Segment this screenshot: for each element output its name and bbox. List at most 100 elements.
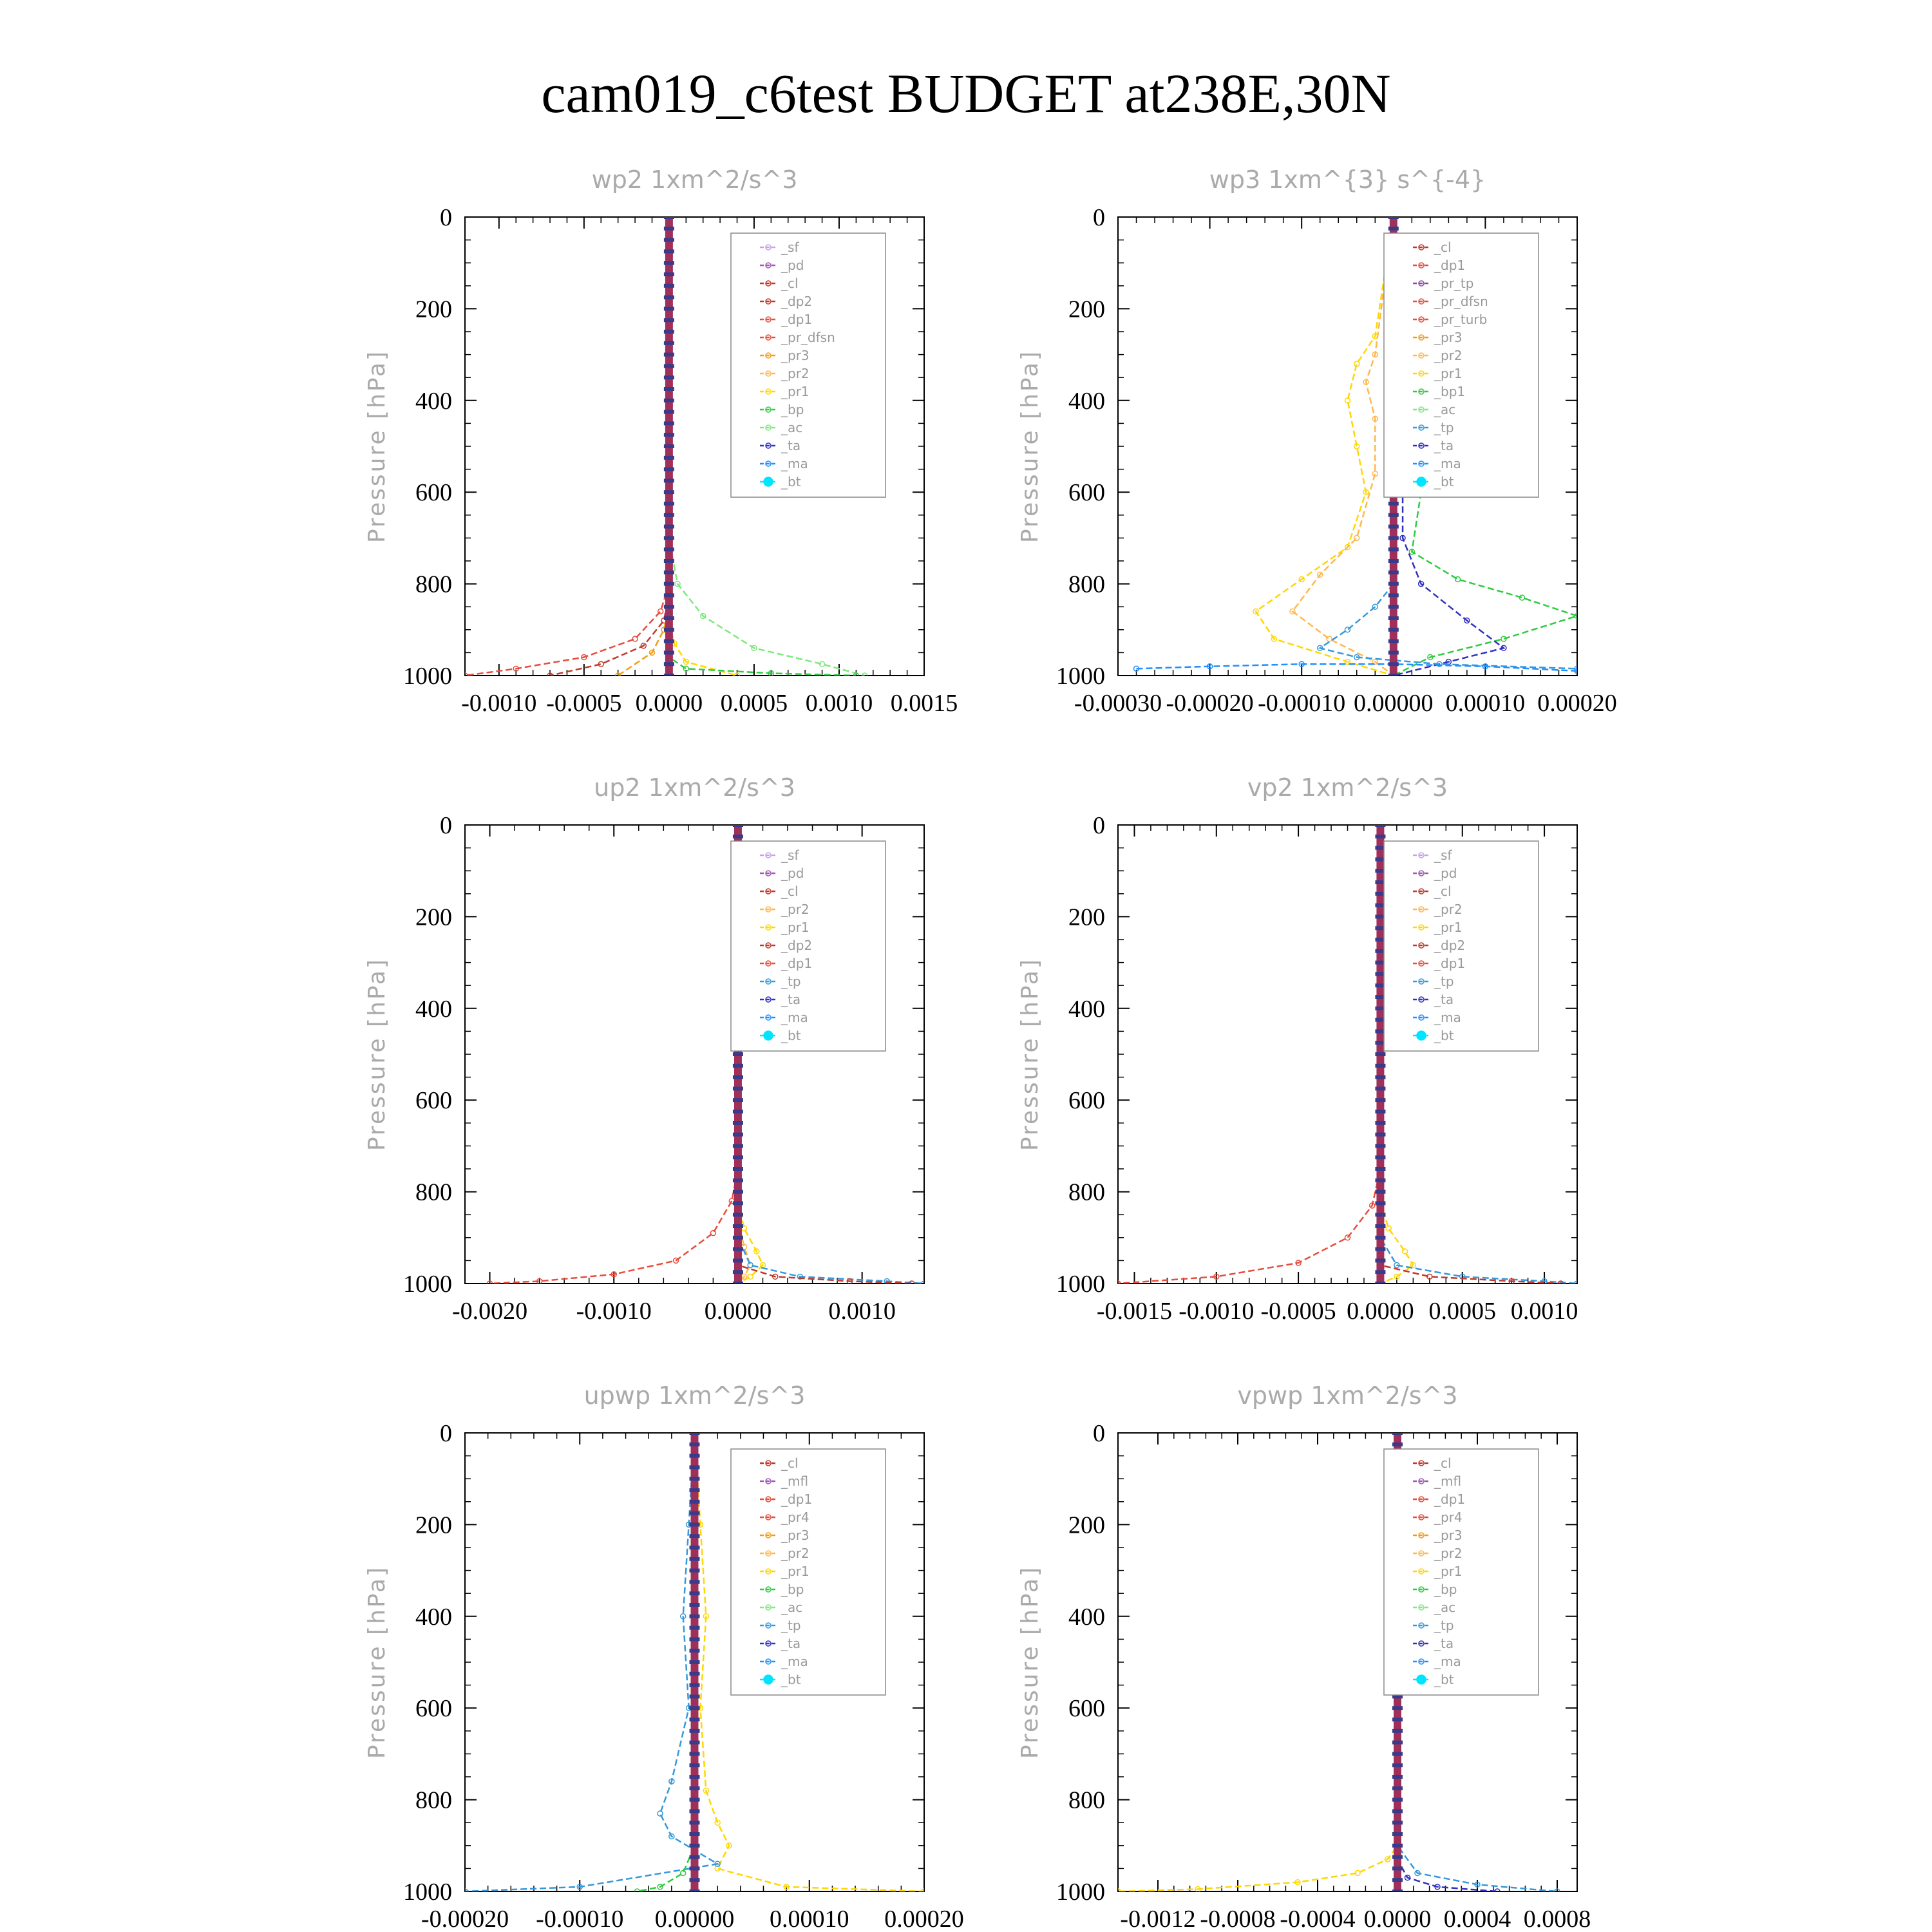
data-point <box>703 1787 710 1794</box>
zero-marker <box>1392 1889 1403 1891</box>
series-line-dp2 <box>549 217 670 676</box>
zero-marker <box>663 627 674 632</box>
legend-label: _dp2 <box>781 294 812 309</box>
panel-title: upwp 1xm^2/s^3 <box>584 1381 806 1410</box>
zero-marker <box>1392 1866 1403 1871</box>
x-tick-label: -0.0004 <box>1280 1906 1355 1932</box>
x-tick-label: -0.0015 <box>1097 1298 1172 1325</box>
x-tick-label: -0.00030 <box>1074 690 1162 717</box>
data-point <box>1464 617 1470 624</box>
data-point <box>1354 443 1360 450</box>
legend-marker <box>765 1604 772 1611</box>
zero-marker <box>1375 1086 1386 1091</box>
legend-label: _pr3 <box>781 348 810 363</box>
zero-marker <box>663 295 674 299</box>
data-point <box>536 1278 543 1283</box>
zero-marker <box>732 825 743 827</box>
legend-label: _pr_dfsn <box>1434 294 1488 309</box>
series-line-pr1 <box>1118 1433 1399 1891</box>
legend-marker <box>763 1030 773 1041</box>
data-point <box>634 1888 641 1891</box>
data-point <box>714 1865 721 1872</box>
legend-label: _pr3 <box>1434 330 1463 345</box>
zero-marker <box>689 1442 700 1446</box>
zero-marker <box>1388 502 1399 506</box>
x-tick-label: -0.00010 <box>1258 690 1345 717</box>
zero-marker <box>732 1167 743 1171</box>
legend-box <box>1383 232 1539 498</box>
y-tick-label: 600 <box>1068 479 1105 506</box>
zero-marker <box>663 490 674 495</box>
zero-marker <box>1392 1694 1403 1699</box>
legend-marker <box>1418 1568 1425 1575</box>
legend-marker <box>1418 442 1425 449</box>
legend-marker <box>1418 1658 1425 1665</box>
legend-marker <box>765 906 772 913</box>
y-tick-label: 1000 <box>403 1879 452 1906</box>
data-point <box>1344 627 1351 633</box>
legend-marker <box>765 1514 772 1520</box>
data-point <box>1474 1881 1481 1888</box>
zero-marker <box>732 1258 743 1263</box>
zero-marker <box>1375 1063 1386 1068</box>
zero-marker <box>663 513 674 517</box>
legend-marker <box>765 1014 772 1021</box>
legend-marker <box>1418 334 1425 341</box>
y-tick-label: 0 <box>1093 1420 1105 1447</box>
data-point <box>672 1257 679 1264</box>
data-point <box>1298 661 1305 667</box>
y-tick-label: 400 <box>415 1604 452 1631</box>
legend-label: _cl <box>1434 884 1452 899</box>
zero-marker <box>663 352 674 357</box>
zero-marker <box>1388 674 1399 676</box>
data-point <box>1417 580 1425 587</box>
zero-marker <box>1375 995 1386 999</box>
legend-label: _sf <box>781 240 799 255</box>
data-point <box>581 654 587 661</box>
zero-marker <box>1375 1235 1386 1240</box>
legend-marker <box>1418 1586 1425 1593</box>
zero-marker <box>663 524 674 529</box>
legend-label: _pr4 <box>781 1510 810 1525</box>
legend-label: _ta <box>781 992 800 1007</box>
zero-marker <box>1375 891 1386 896</box>
zero-marker <box>1392 1832 1403 1836</box>
legend-label: _pd <box>1434 866 1457 881</box>
data-point <box>1326 636 1332 642</box>
legend-marker <box>1418 1478 1425 1484</box>
data-point <box>679 1613 687 1620</box>
zero-marker <box>663 570 674 574</box>
zero-marker <box>689 1706 700 1710</box>
panel-title: up2 1xm^2/s^3 <box>594 773 795 802</box>
data-point <box>1368 1202 1376 1209</box>
zero-marker <box>1375 1189 1386 1194</box>
legend-label: _ta <box>1434 992 1454 1007</box>
zero-marker <box>1392 1433 1403 1435</box>
legend-label: _bt <box>781 1028 801 1043</box>
legend-label: _ma <box>1434 456 1461 471</box>
x-tick-label: 0.00010 <box>770 1906 849 1932</box>
legend-marker <box>1418 1604 1425 1611</box>
zero-marker <box>732 834 743 838</box>
legend-box <box>730 232 886 498</box>
zero-marker <box>689 1625 700 1630</box>
legend-label: _pr2 <box>781 1546 810 1561</box>
zero-marker <box>663 375 674 380</box>
data-point <box>1354 535 1360 542</box>
x-tick-label: -0.00020 <box>421 1906 509 1932</box>
data-point <box>861 672 868 676</box>
zero-marker <box>663 605 674 609</box>
y-tick-label: 600 <box>415 1695 452 1722</box>
data-point <box>751 645 757 652</box>
legend-label: _pr1 <box>781 384 810 399</box>
legend-box <box>1383 1448 1539 1696</box>
y-tick-label: 600 <box>415 479 452 506</box>
legend-label: _ma <box>781 456 808 471</box>
zero-marker <box>1388 616 1399 620</box>
x-tick-label: 0.00020 <box>884 1906 964 1932</box>
x-tick-label: 0.00000 <box>1354 690 1434 717</box>
series-line-ma <box>1136 663 1577 672</box>
zero-marker <box>1388 570 1399 574</box>
data-point <box>513 665 519 672</box>
zero-marker <box>1388 226 1399 231</box>
